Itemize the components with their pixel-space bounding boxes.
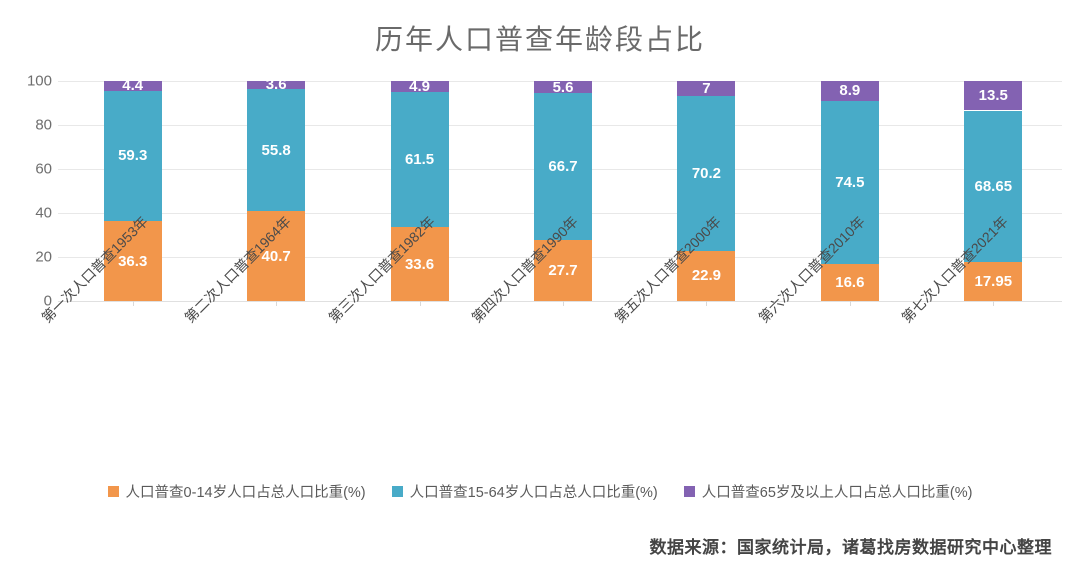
- bar-segment-series-2[interactable]: 4.9: [390, 77, 449, 95]
- gridline-0: [58, 301, 1062, 302]
- bar-value-label: 5.6: [552, 78, 574, 96]
- x-axis-tick-mark: [563, 301, 564, 306]
- bar-segment-series-1[interactable]: 59.3: [103, 90, 162, 222]
- bar-value-label: 33.6: [404, 255, 435, 273]
- legend-swatch-icon: [391, 486, 403, 497]
- bar-value-label: 55.8: [261, 141, 291, 159]
- x-axis-tick-mark: [276, 301, 278, 306]
- y-axis-tick-label: 40: [35, 204, 52, 222]
- bar-value-label: 68.65: [974, 177, 1013, 195]
- legend-label: 人口普查0-14岁人口占总人口比重(%): [125, 485, 366, 501]
- bar-segment-series-1[interactable]: 70.2: [677, 96, 736, 251]
- bar-group[interactable]: 17.95 68.65 13.5: [964, 80, 1023, 301]
- bar-segment-series-2[interactable]: 5.6: [534, 78, 592, 96]
- bar-segment-series-0[interactable]: 27.7: [534, 240, 592, 301]
- bar-segment-series-0[interactable]: 16.6: [820, 264, 879, 301]
- bar-segment-series-1[interactable]: 68.65: [964, 110, 1023, 262]
- bar-segment-series-1[interactable]: 61.5: [390, 91, 449, 228]
- bar-segment-series-1[interactable]: 74.5: [820, 100, 879, 265]
- bar-value-label: 7: [702, 79, 711, 97]
- legend-swatch-icon: [107, 486, 119, 497]
- bar-segment-series-0[interactable]: 33.6: [390, 227, 449, 301]
- legend-item[interactable]: 人口普查15-64岁人口占总人口比重(%): [391, 481, 658, 502]
- bar-value-label: 4.9: [409, 77, 430, 95]
- y-axis-tick-label: 20: [35, 248, 52, 266]
- bar-group[interactable]: 33.6 61.5 4.9: [390, 77, 449, 301]
- bar-value-label: 40.7: [261, 247, 291, 265]
- bar-value-label: 74.5: [835, 174, 865, 192]
- source-note: 数据来源：国家统计局，诸葛找房数据研究中心整理: [649, 538, 1052, 557]
- x-axis-tick-mark: [419, 301, 421, 306]
- legend-item[interactable]: 人口普查0-14岁人口占总人口比重(%): [107, 481, 366, 502]
- bar-value-label: 36.3: [118, 252, 148, 270]
- bar-segment-series-0[interactable]: 40.7: [247, 211, 306, 301]
- legend-label: 人口普查15-64岁人口占总人口比重(%): [409, 485, 658, 501]
- bar-segment-series-0[interactable]: 17.95: [964, 261, 1023, 301]
- chart-legend: 人口普查0-14岁人口占总人口比重(%) 人口普查15-64岁人口占总人口比重(%…: [0, 481, 1080, 502]
- bar-value-label: 59.3: [118, 147, 148, 165]
- bar-value-label: 3.6: [265, 76, 287, 94]
- bar-value-label: 27.7: [548, 262, 578, 280]
- bar-segment-series-1[interactable]: 66.7: [534, 93, 592, 241]
- y-axis-tick-label: 100: [26, 72, 52, 90]
- bar-value-label: 13.5: [978, 87, 1008, 105]
- x-axis-tick-mark: [849, 301, 851, 306]
- legend-label: 人口普查65岁及以上人口占总人口比重(%): [701, 485, 973, 501]
- bar-value-label: 16.6: [835, 274, 865, 292]
- bar-segment-series-2[interactable]: 3.6: [247, 77, 306, 92]
- bar-segment-series-2[interactable]: 4.4: [103, 77, 162, 95]
- bar-group[interactable]: 16.6 74.5 8.9: [820, 81, 879, 301]
- bar-value-label: 61.5: [404, 150, 435, 168]
- bar-segment-series-2[interactable]: 7: [677, 79, 736, 97]
- plot-area: 36.3 59.3 4.4 40.7 55.8 3.6 33.6 61.5 4.9 27.7 66.…: [58, 77, 1062, 302]
- x-axis-tick-mark: [993, 301, 995, 306]
- bar-group[interactable]: 27.7 66.7 5.6: [534, 78, 592, 301]
- y-axis-tick-label: 80: [35, 116, 52, 134]
- bar-group[interactable]: 22.9 70.2 7: [677, 79, 736, 301]
- x-axis-tick-mark: [132, 301, 134, 306]
- bar-value-label: 66.7: [548, 158, 578, 176]
- bar-value-label: 70.2: [691, 164, 722, 182]
- bar-group[interactable]: 36.3 59.3 4.4: [103, 77, 162, 301]
- bar-segment-series-2[interactable]: 8.9: [820, 81, 879, 101]
- y-axis-tick-label: 0: [43, 292, 52, 310]
- bar-segment-series-1[interactable]: 55.8: [247, 88, 306, 212]
- bar-value-label: 8.9: [839, 82, 861, 100]
- legend-item[interactable]: 人口普查65岁及以上人口占总人口比重(%): [683, 481, 973, 502]
- bar-value-label: 17.95: [974, 272, 1013, 290]
- x-axis-tick-mark: [706, 301, 708, 306]
- bar-segment-series-0[interactable]: 36.3: [103, 221, 162, 301]
- bar-group[interactable]: 40.7 55.8 3.6: [247, 77, 306, 301]
- bar-value-label: 4.4: [122, 77, 144, 95]
- chart-title: 历年人口普查年龄段占比: [374, 25, 705, 56]
- legend-swatch-icon: [683, 486, 695, 497]
- bar-value-label: 22.9: [691, 267, 722, 285]
- bar-segment-series-0[interactable]: 22.9: [677, 250, 736, 301]
- bars-layer: 36.3 59.3 4.4 40.7 55.8 3.6 33.6 61.5 4.9 27.7 66.…: [58, 77, 1062, 301]
- y-axis: 100 80 60 40 20 0: [14, 73, 52, 310]
- bar-segment-series-2[interactable]: 13.5: [964, 80, 1023, 111]
- x-axis: 第一次人口普查1953年 第二次人口普查1964年 第三次人口普查1982年 第四次人…: [38, 213, 1062, 471]
- y-axis-tick-label: 60: [35, 160, 52, 178]
